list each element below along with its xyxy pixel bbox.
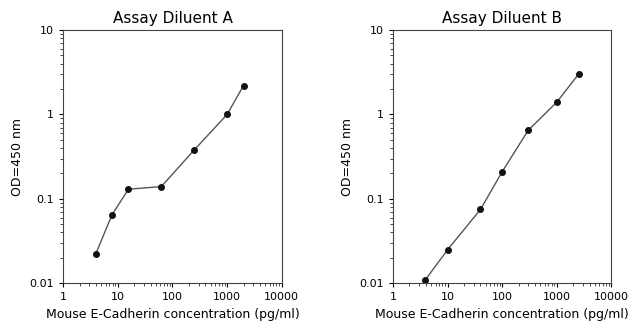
Y-axis label: OD=450 nm: OD=450 nm [11, 118, 24, 196]
Title: Assay Diluent A: Assay Diluent A [113, 11, 232, 26]
X-axis label: Mouse E-Cadherin concentration (pg/ml): Mouse E-Cadherin concentration (pg/ml) [45, 308, 300, 321]
X-axis label: Mouse E-Cadherin concentration (pg/ml): Mouse E-Cadherin concentration (pg/ml) [375, 308, 629, 321]
Title: Assay Diluent B: Assay Diluent B [442, 11, 562, 26]
Y-axis label: OD=450 nm: OD=450 nm [341, 118, 354, 196]
